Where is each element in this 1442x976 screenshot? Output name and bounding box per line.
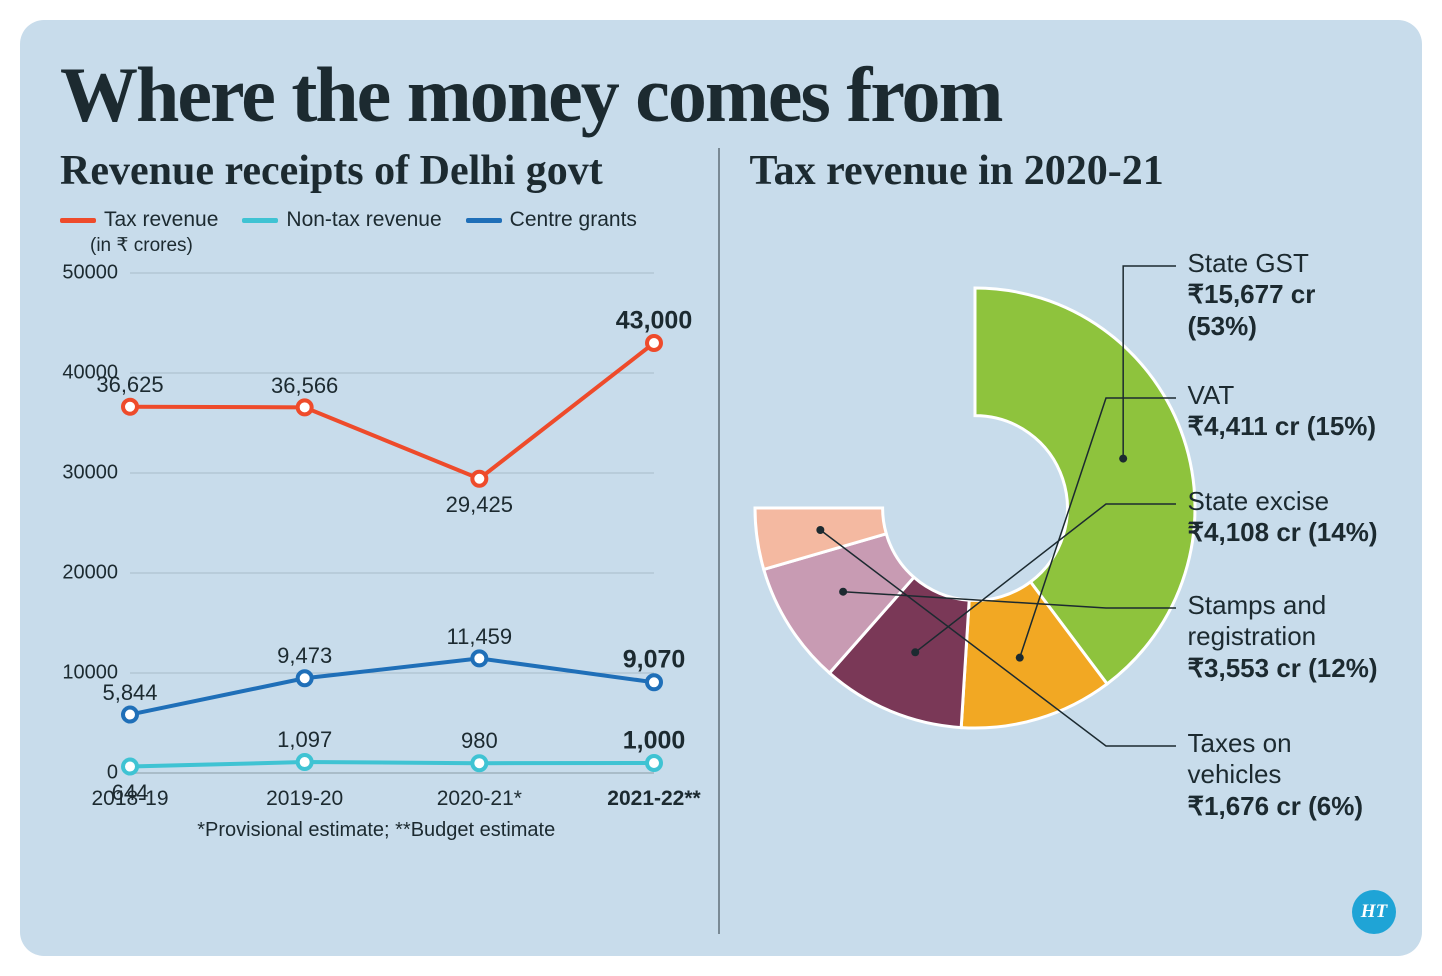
series-marker	[647, 675, 661, 689]
donut-callout: Taxes on vehicles₹1,676 cr (6%)	[1188, 728, 1383, 822]
series-marker	[472, 756, 486, 770]
series-marker	[123, 708, 137, 722]
callout-label: State GST	[1188, 248, 1383, 279]
series-line	[130, 343, 654, 479]
legend-label: Tax revenue	[104, 208, 218, 232]
x-tick-label: 2020-21*	[437, 787, 522, 811]
footnote: *Provisional estimate; **Budget estimate	[60, 819, 693, 842]
callout-label: Taxes on vehicles	[1188, 728, 1383, 790]
donut-chart: State GST₹15,677 cr (53%) VAT₹4,411 cr (1…	[750, 208, 1383, 848]
series-marker	[298, 755, 312, 769]
legend: Tax revenue Non-tax revenue Centre grants	[60, 208, 693, 232]
unit-note: (in ₹ crores)	[90, 234, 693, 257]
series-line	[130, 762, 654, 767]
callout-value: ₹4,108 cr (14%)	[1188, 517, 1378, 548]
left-panel: Revenue receipts of Delhi govt Tax reven…	[60, 148, 720, 934]
legend-label: Centre grants	[510, 208, 637, 232]
legend-swatch	[466, 218, 502, 223]
x-tick-label: 2021-22**	[607, 787, 700, 811]
callout-label: VAT	[1188, 380, 1377, 411]
series-marker	[298, 671, 312, 685]
x-tick-label: 2019-20	[266, 787, 343, 811]
callout-value: ₹15,677 cr (53%)	[1188, 279, 1383, 341]
donut-callout: VAT₹4,411 cr (15%)	[1188, 380, 1377, 442]
donut-callout: State GST₹15,677 cr (53%)	[1188, 248, 1383, 342]
series-marker	[123, 760, 137, 774]
series-line	[130, 659, 654, 715]
callout-label: Stamps andregistration	[1188, 590, 1378, 652]
callout-value: ₹1,676 cr (6%)	[1188, 791, 1383, 822]
data-label: 644	[112, 780, 149, 806]
legend-item: Non-tax revenue	[242, 208, 441, 232]
callout-label: State excise	[1188, 486, 1378, 517]
series-marker	[647, 336, 661, 350]
right-panel: Tax revenue in 2020-21 State GST₹15,677 …	[750, 148, 1383, 934]
series-marker	[472, 652, 486, 666]
series-marker	[123, 400, 137, 414]
infographic-card: Where the money comes from Revenue recei…	[20, 20, 1422, 956]
line-chart-svg	[60, 263, 670, 783]
right-subtitle: Tax revenue in 2020-21	[750, 148, 1383, 194]
legend-swatch	[60, 218, 96, 223]
series-marker	[647, 756, 661, 770]
legend-item: Centre grants	[466, 208, 637, 232]
callout-value: ₹3,553 cr (12%)	[1188, 653, 1378, 684]
series-marker	[472, 472, 486, 486]
columns: Revenue receipts of Delhi govt Tax reven…	[60, 148, 1382, 934]
donut-callout: Stamps andregistration₹3,553 cr (12%)	[1188, 590, 1378, 684]
series-marker	[298, 401, 312, 415]
ht-logo: HT	[1352, 890, 1396, 934]
main-title: Where the money comes from	[60, 50, 1382, 140]
legend-swatch	[242, 218, 278, 223]
legend-item: Tax revenue	[60, 208, 218, 232]
donut-callout: State excise₹4,108 cr (14%)	[1188, 486, 1378, 548]
legend-label: Non-tax revenue	[286, 208, 441, 232]
line-chart: 010000200003000040000500002018-192019-20…	[60, 263, 670, 783]
left-subtitle: Revenue receipts of Delhi govt	[60, 148, 693, 194]
callout-value: ₹4,411 cr (15%)	[1188, 411, 1377, 442]
